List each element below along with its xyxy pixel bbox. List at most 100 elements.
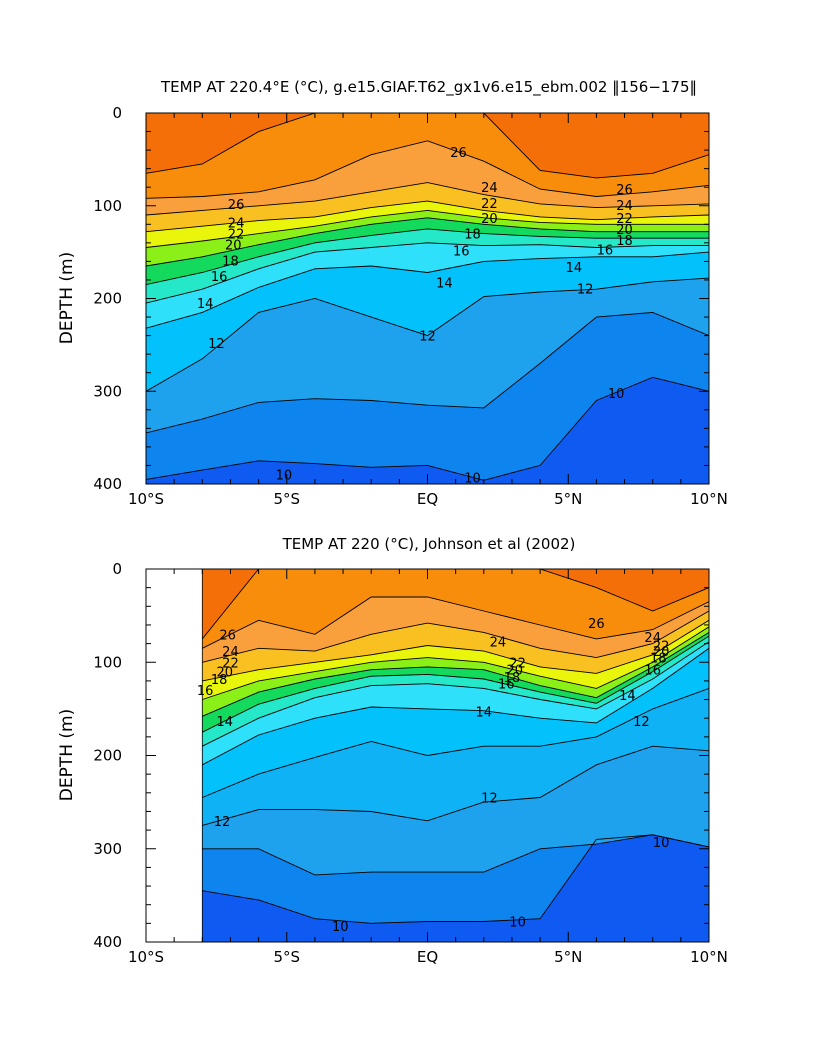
top-contour-label: 14 <box>566 261 583 276</box>
top-contour-label: 22 <box>481 197 498 212</box>
bottom-contour-label: 10 <box>509 915 526 930</box>
top-y-tick-label: 0 <box>112 104 122 122</box>
top-y-tick-label: 400 <box>93 475 122 493</box>
bottom-contour-label: 22 <box>653 639 670 654</box>
bottom-contour-label: 18 <box>211 673 228 688</box>
bottom-isotherm-22 <box>202 626 709 700</box>
bottom-x-tick-label: 10°S <box>128 948 164 966</box>
bottom-isotherm-20 <box>202 632 709 717</box>
top-panel-title: TEMP AT 220.4°E (°C), g.e15.GIAF.T62_gx1… <box>160 78 697 97</box>
bottom-contour-labels: 2624222018161424222018161412122624222018… <box>197 617 670 935</box>
top-contour-label: 10 <box>608 387 625 402</box>
top-contour-label: 26 <box>450 146 467 161</box>
bottom-fill-above-27 <box>202 569 709 649</box>
top-x-tick-label: 10°N <box>690 490 728 508</box>
bottom-contour-lines <box>201 569 709 942</box>
bottom-contour-label: 14 <box>619 689 636 704</box>
top-contour-label: 24 <box>481 181 498 196</box>
top-contour-label: 22 <box>228 228 245 243</box>
top-y-tick-label: 200 <box>93 290 122 308</box>
bottom-contour-label: 22 <box>509 656 526 671</box>
bottom-fill-layer <box>146 569 709 942</box>
bottom-x-tick-label: 10°N <box>690 948 728 966</box>
bottom-y-tick-labels: 0 100 200 300 400 <box>93 560 122 951</box>
top-isotherm-14 <box>146 251 709 329</box>
bottom-panel: TEMP AT 220 (°C), Johnson et al (2002) 2… <box>57 535 728 966</box>
bottom-contour-label: 12 <box>633 715 650 730</box>
top-fill-above-28 <box>146 113 709 178</box>
top-contour-label: 16 <box>211 270 228 285</box>
top-contour-label: 20 <box>481 212 498 227</box>
bottom-x-tick-label: 5°S <box>273 948 300 966</box>
bottom-isotherm-11 <box>202 745 709 826</box>
bottom-contour-label: 16 <box>644 664 661 679</box>
bottom-contour-label: 24 <box>490 636 507 651</box>
bottom-contour-label: 10 <box>332 920 349 935</box>
top-contour-label: 26 <box>616 183 633 198</box>
bottom-isotherm-24 <box>202 619 709 682</box>
top-contour-label: 12 <box>208 337 225 352</box>
top-contour-label: 20 <box>616 223 633 238</box>
bottom-contour-label: 12 <box>214 815 231 830</box>
top-isotherm-20 <box>146 217 709 267</box>
bottom-contour-label: 26 <box>588 617 605 632</box>
bottom-isotherm-9 <box>202 834 709 924</box>
bottom-isotherm-12 <box>202 687 709 798</box>
bottom-ticks <box>145 568 710 943</box>
bottom-y-tick-label: 200 <box>93 747 122 765</box>
top-contour-label: 14 <box>436 277 453 292</box>
top-panel: TEMP AT 220.4°E (°C), g.e15.GIAF.T62_gx1… <box>57 78 728 508</box>
bottom-panel-title: TEMP AT 220 (°C), Johnson et al (2002) <box>282 535 576 553</box>
bottom-contour-label: 16 <box>197 684 214 699</box>
top-x-tick-label: 10°S <box>128 490 164 508</box>
top-contour-label: 18 <box>222 254 239 269</box>
top-x-tick-labels: 10°S 5°S EQ 5°N 10°N <box>128 490 728 508</box>
top-x-tick-label: 5°N <box>554 490 582 508</box>
top-contour-label: 12 <box>419 330 436 345</box>
top-isotherm-10 <box>146 376 709 481</box>
bottom-isotherm-18 <box>202 635 709 733</box>
bottom-contour-label: 18 <box>650 652 667 667</box>
bottom-contour-label: 24 <box>222 645 239 660</box>
top-y-tick-label: 300 <box>93 382 122 400</box>
bottom-y-tick-label: 0 <box>112 560 122 578</box>
top-contour-label: 18 <box>616 234 633 249</box>
bottom-y-tick-label: 100 <box>93 653 122 671</box>
bottom-x-tick-labels: 10°S 5°S EQ 5°N 10°N <box>128 948 728 966</box>
top-contour-labels: 2626242220181614122422201816141226242220… <box>197 146 633 487</box>
top-x-tick-label: EQ <box>417 490 438 508</box>
top-contour-label: 14 <box>197 297 214 312</box>
top-ticks <box>145 112 710 485</box>
top-contour-label: 26 <box>228 198 245 213</box>
top-contour-label: 16 <box>453 244 470 259</box>
bottom-isotherm-26 <box>202 610 709 663</box>
bottom-contour-label: 22 <box>222 656 239 671</box>
top-isotherm-28 <box>146 113 709 179</box>
bottom-contour-label: 24 <box>644 631 661 646</box>
bottom-contour-label: 20 <box>506 664 523 679</box>
bottom-contour-label: 20 <box>653 645 670 660</box>
bottom-contour-label: 10 <box>653 836 670 851</box>
top-isotherm-22 <box>146 209 709 248</box>
top-contour-lines <box>146 113 709 481</box>
top-y-tick-label: 100 <box>93 197 122 215</box>
bottom-contour-label: 14 <box>217 715 234 730</box>
top-isotherm-12 <box>146 277 709 392</box>
bottom-contour-label: 20 <box>217 666 234 681</box>
top-y-tick-labels: 0 100 200 300 400 <box>93 104 122 493</box>
bottom-contour-label: 26 <box>219 628 236 643</box>
bottom-x-tick-label: EQ <box>417 948 438 966</box>
top-contour-label: 10 <box>276 469 293 484</box>
top-contour-label: 22 <box>616 212 633 227</box>
top-isotherm-16 <box>146 242 709 304</box>
bottom-isotherm-16 <box>202 641 709 747</box>
top-contour-label: 24 <box>616 199 633 214</box>
top-contour-label: 24 <box>228 216 245 231</box>
top-contour-label: 16 <box>597 243 614 258</box>
bottom-isotherm-27 <box>202 596 709 649</box>
top-isotherm-18 <box>146 228 709 286</box>
bottom-y-tick-label: 400 <box>93 933 122 951</box>
bottom-isotherm-14 <box>202 647 709 766</box>
bottom-contour-label: 12 <box>481 791 498 806</box>
